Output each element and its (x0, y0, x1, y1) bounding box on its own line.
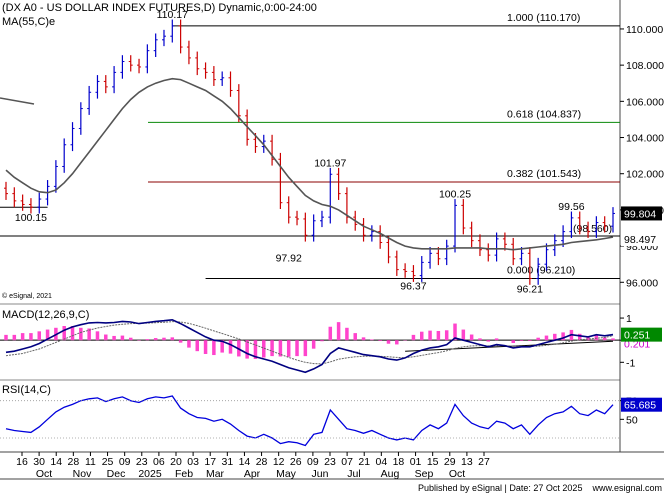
x-axis-day-label: 27 (478, 456, 490, 468)
macd-line (5, 318, 614, 374)
ma-value-tag: 98.497 (624, 234, 656, 246)
x-axis-month-label: Sep (415, 468, 434, 480)
x-axis-day-label: 28 (256, 456, 268, 468)
x-axis-day-label: 30 (33, 456, 45, 468)
x-axis-day-label: 11 (85, 456, 96, 468)
rsi-line (5, 395, 614, 447)
price-annotation: 99.56 (558, 201, 584, 213)
x-axis-month-label: Dec (107, 468, 126, 480)
copyright-label: © eSignal, 2021 (2, 292, 52, 300)
chart-title: (DX A0 - US DOLLAR INDEX FUTURES,D) Dyna… (2, 2, 317, 14)
x-axis-day-label: 23 (136, 456, 148, 468)
y-axis-tick-label: 96.000 (626, 277, 658, 289)
rsi-value-tag: 65.685 (624, 400, 656, 412)
x-axis-day-label: 14 (239, 456, 251, 468)
last-price-tag-bg (621, 206, 662, 221)
x-axis-month-label: Apr (244, 468, 261, 480)
y-axis-tick-label: 106.000 (626, 96, 664, 108)
price-annotation: 96.21 (517, 283, 543, 295)
x-axis-month-label: Aug (381, 468, 400, 480)
x-axis-day-label: 26 (290, 456, 302, 468)
x-axis-day-label: 16 (16, 456, 28, 468)
ma-stub-line (0, 97, 35, 105)
x-axis-month-label: Jun (312, 468, 329, 480)
support-level-label: (98.560) (573, 223, 612, 235)
macd-indicator-label: MACD(12,26,9,C) (2, 309, 89, 321)
y-axis-tick-label: 102.000 (626, 169, 664, 181)
x-axis-day-label: 31 (221, 456, 233, 468)
x-axis-month-label: Oct (36, 468, 52, 480)
price-annotation: 101.97 (314, 157, 346, 169)
x-axis-day-label: 06 (153, 456, 165, 468)
y-axis-tick-label: 108.000 (626, 60, 664, 72)
rsi-indicator-label: RSI(14,C) (2, 384, 51, 396)
x-axis-day-label: 09 (307, 456, 319, 468)
x-axis-day-label: 12 (273, 456, 285, 468)
x-axis-day-label: 25 (102, 456, 114, 468)
x-axis-day-label: 18 (393, 456, 405, 468)
y-axis-tick-label: 1 (626, 313, 632, 325)
x-axis-day-label: 01 (410, 456, 422, 468)
last-price-tag: 99.804 (624, 208, 656, 220)
macd-value-tag-bg (621, 327, 662, 342)
rsi-value-tag-bg (621, 397, 662, 412)
x-axis-month-label: May (276, 468, 297, 480)
x-axis-day-label: 20 (170, 456, 182, 468)
macd-signal-tag: 0.201 (624, 339, 650, 351)
y-axis-tick-label: -1 (626, 357, 635, 369)
ma-line (5, 77, 614, 251)
x-axis-day-label: 28 (67, 456, 79, 468)
price-annotation: 97.92 (276, 253, 302, 265)
y-axis-tick-label: 104.000 (626, 133, 664, 145)
fib-level-label: 1.000 (110.170) (507, 12, 580, 24)
y-axis-tick-label: 110.000 (626, 24, 663, 36)
x-axis-month-label: 2025 (138, 468, 162, 480)
footer-credit: Published by eSignal | Date: 27 Oct 2025 (418, 483, 582, 493)
price-annotation: 110.17 (157, 9, 188, 21)
ma-indicator-label: MA(55,C)e (2, 16, 55, 28)
x-axis-day-label: 13 (461, 456, 473, 468)
fib-level-label: 0.382 (101.543) (507, 168, 581, 180)
x-axis-day-label: 04 (375, 456, 387, 468)
x-axis-day-label: 23 (324, 456, 336, 468)
x-axis-day-label: 07 (341, 456, 353, 468)
macd-value-tag: 0.251 (624, 330, 650, 342)
x-axis-month-label: Nov (73, 468, 92, 480)
fib-level-label: 0.000 (96.210) (507, 264, 575, 276)
x-axis-month-label: Oct (449, 468, 465, 480)
x-axis-month-label: Feb (175, 468, 193, 480)
x-axis-month-label: Jul (347, 468, 360, 480)
price-annotation: 96.37 (400, 281, 426, 293)
x-axis-day-label: 17 (204, 456, 216, 468)
x-axis-day-label: 15 (427, 456, 439, 468)
price-annotation: 100.15 (15, 212, 47, 224)
x-axis-day-label: 21 (358, 456, 370, 468)
x-axis-day-label: 29 (444, 456, 456, 468)
ma-value-tag-bg (621, 232, 662, 247)
x-axis-day-label: 14 (50, 456, 62, 468)
macd-signal-line (5, 321, 614, 365)
x-axis-day-label: 03 (187, 456, 199, 468)
fib-level-label: 0.618 (104.837) (507, 108, 581, 120)
x-axis-day-label: 09 (119, 456, 131, 468)
x-axis-month-label: Mar (206, 468, 225, 480)
price-annotation: 100.25 (439, 188, 471, 200)
y-axis-tick-label: 50 (626, 414, 638, 426)
footer-website: www.esignal.com (591, 483, 662, 493)
